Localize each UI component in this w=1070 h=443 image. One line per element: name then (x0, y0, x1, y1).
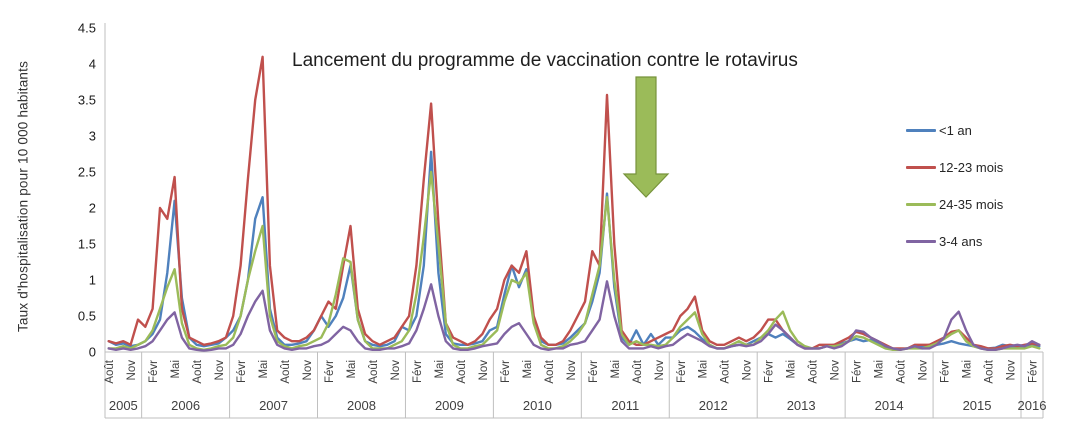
legend-label: 12-23 mois (939, 159, 1004, 175)
x-year-label: 2012 (699, 398, 728, 413)
legend-label: 24-35 mois (939, 196, 1004, 212)
y-tick-label: 4 (89, 57, 96, 72)
legend-label: <1 an (939, 122, 972, 138)
x-month-label: Mai (434, 360, 446, 379)
x-month-label: Févr (236, 360, 248, 383)
x-year-label: 2008 (347, 398, 376, 413)
x-year-label: 2005 (109, 398, 138, 413)
x-year-label: 2009 (435, 398, 464, 413)
x-month-label: Mai (786, 360, 798, 379)
x-month-label: Août (456, 359, 468, 383)
x-month-label: Nov (1006, 360, 1018, 381)
x-month-label: Févr (500, 360, 512, 383)
x-month-label: Août (896, 359, 908, 383)
legend-label: 3-4 ans (939, 233, 983, 249)
legend-item: 3-4 ans (906, 233, 1003, 249)
x-year-label: 2016 (1018, 398, 1047, 413)
x-month-label: Mai (874, 360, 886, 379)
x-month-label: Nov (214, 360, 226, 381)
y-tick-label: 3 (89, 129, 96, 144)
x-month-label: Nov (478, 360, 490, 381)
x-month-label: Nov (126, 360, 138, 381)
x-month-label: Févr (588, 360, 600, 383)
y-tick-label: 0 (89, 345, 96, 360)
legend: <1 an 12-23 mois 24-35 mois 3-4 ans (906, 122, 1003, 249)
x-month-label: Nov (742, 360, 754, 381)
x-month-label: Févr (324, 360, 336, 383)
x-year-label: 2010 (523, 398, 552, 413)
y-tick-label: 3.5 (78, 93, 96, 108)
x-month-label: Févr (676, 360, 688, 383)
x-month-label: Févr (1028, 360, 1040, 383)
x-month-label: Août (808, 359, 820, 383)
x-month-label: Févr (940, 360, 952, 383)
x-month-label: Août (984, 359, 996, 383)
vaccination-arrow-icon (622, 76, 670, 198)
x-month-label: Nov (654, 360, 666, 381)
x-month-label: Nov (302, 360, 314, 381)
series-line-12-23mois (107, 55, 1041, 350)
legend-line-swatch (906, 165, 936, 169)
y-tick-label: 2 (89, 201, 96, 216)
x-month-label: Août (720, 359, 732, 383)
annotation-text: Lancement du programme de vaccination co… (292, 50, 798, 71)
x-month-label: Mai (610, 360, 622, 379)
x-month-label: Mai (170, 360, 182, 379)
legend-item: 24-35 mois (906, 196, 1003, 212)
series-line-3-4ans (107, 280, 1041, 352)
legend-line-swatch (906, 202, 936, 206)
x-month-label: Août (368, 359, 380, 383)
series-line-24-35mois (107, 170, 1041, 351)
x-year-label: 2013 (787, 398, 816, 413)
x-month-label: Août (632, 359, 644, 383)
legend-item: 12-23 mois (906, 159, 1003, 175)
legend-line-swatch (906, 239, 936, 243)
x-month-label: Nov (918, 360, 930, 381)
y-tick-label: 1.5 (78, 237, 96, 252)
x-month-label: Févr (412, 360, 424, 383)
x-month-label: Août (280, 359, 292, 383)
legend-line-swatch (906, 128, 936, 132)
x-month-label: Févr (148, 360, 160, 383)
x-month-label: Mai (698, 360, 710, 379)
x-year-label: 2006 (171, 398, 200, 413)
y-axis-title: Taux d'hospitalisation pour 10 000 habit… (15, 60, 31, 333)
legend-item: <1 an (906, 122, 1003, 138)
x-month-label: Mai (522, 360, 534, 379)
x-month-label: Févr (764, 360, 776, 383)
x-month-label: Août (192, 359, 204, 383)
y-tick-label: 1 (89, 273, 96, 288)
x-month-label: Févr (852, 360, 864, 383)
x-year-label: 2014 (875, 398, 904, 413)
x-month-label: Août (544, 359, 556, 383)
x-month-label: Nov (390, 360, 402, 381)
x-year-label: 2007 (259, 398, 288, 413)
x-month-label: Mai (346, 360, 358, 379)
x-year-label: 2011 (611, 398, 639, 413)
x-month-label: Nov (566, 360, 578, 381)
x-month-label: Nov (830, 360, 842, 381)
y-tick-label: 2.5 (78, 165, 96, 180)
x-year-label: 2015 (963, 398, 992, 413)
x-month-label: Mai (962, 360, 974, 379)
y-tick-label: 0.5 (78, 309, 96, 324)
x-month-label: Août (104, 359, 116, 383)
x-month-label: Mai (258, 360, 270, 379)
y-tick-label: 4.5 (78, 21, 96, 36)
